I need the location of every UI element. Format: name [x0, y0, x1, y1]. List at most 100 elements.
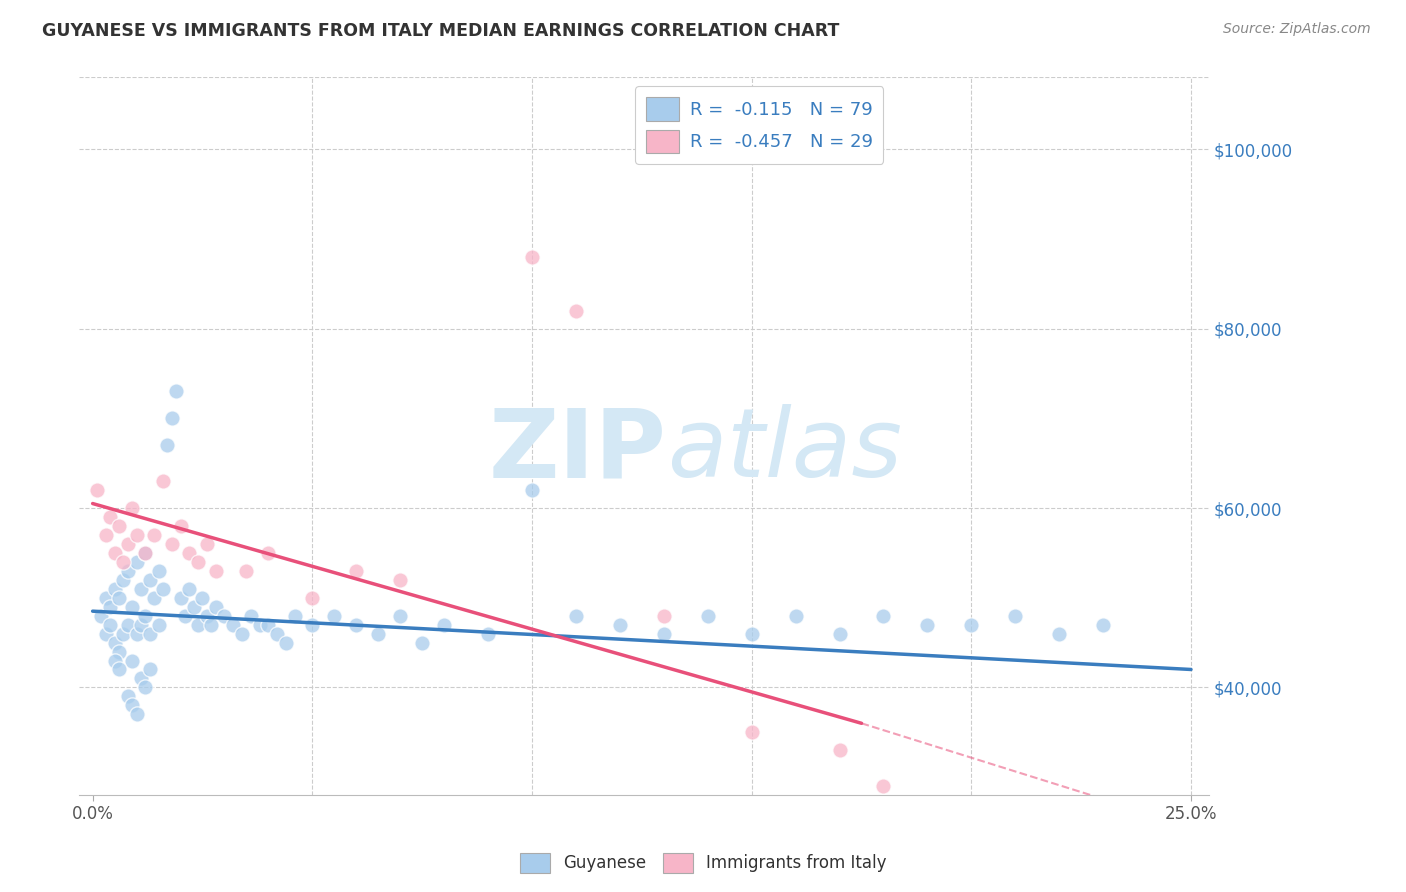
Point [204, 564, 226, 578]
Point [565, 608, 588, 623]
Point [139, 663, 162, 677]
Point [98, 617, 121, 632]
Point [301, 617, 323, 632]
Point [98, 510, 121, 524]
Point [121, 501, 143, 516]
Point [125, 626, 148, 640]
Point [90, 608, 112, 623]
Point [134, 681, 156, 695]
Text: ZIP: ZIP [489, 404, 666, 497]
Legend: R =  -0.115   N = 79, R =  -0.457   N = 29: R = -0.115 N = 79, R = -0.457 N = 29 [636, 87, 883, 163]
Point [741, 626, 763, 640]
Point [94, 591, 117, 605]
Point [117, 690, 139, 704]
Point [828, 743, 851, 757]
Point [785, 608, 807, 623]
Point [179, 546, 201, 560]
Point [152, 582, 174, 596]
Point [117, 564, 139, 578]
Point [917, 617, 939, 632]
Point [94, 528, 117, 542]
Point [344, 617, 367, 632]
Point [222, 617, 245, 632]
Point [183, 599, 205, 614]
Legend: Guyanese, Immigrants from Italy: Guyanese, Immigrants from Italy [513, 847, 893, 880]
Point [323, 608, 346, 623]
Point [301, 591, 323, 605]
Point [121, 653, 143, 667]
Point [389, 573, 412, 587]
Point [112, 573, 135, 587]
Point [274, 635, 297, 649]
Point [187, 555, 209, 569]
Point [284, 608, 307, 623]
Point [117, 617, 139, 632]
Point [179, 582, 201, 596]
Point [121, 599, 143, 614]
Point [1047, 626, 1070, 640]
Point [187, 617, 209, 632]
Point [565, 303, 588, 318]
Text: atlas: atlas [666, 404, 901, 497]
Point [389, 608, 412, 623]
Point [696, 608, 718, 623]
Point [156, 438, 179, 452]
Point [148, 617, 170, 632]
Point [125, 528, 148, 542]
Point [520, 250, 543, 264]
Point [249, 617, 271, 632]
Point [174, 608, 197, 623]
Point [872, 779, 894, 793]
Point [239, 608, 262, 623]
Point [143, 528, 166, 542]
Point [108, 663, 131, 677]
Point [108, 591, 131, 605]
Point [108, 519, 131, 533]
Point [165, 384, 187, 399]
Point [139, 626, 162, 640]
Point [652, 608, 675, 623]
Point [204, 599, 226, 614]
Point [214, 608, 236, 623]
Point [960, 617, 983, 632]
Point [108, 644, 131, 658]
Point [112, 555, 135, 569]
Point [257, 546, 280, 560]
Point [1004, 608, 1026, 623]
Point [104, 582, 127, 596]
Point [433, 617, 456, 632]
Point [129, 672, 152, 686]
Point [160, 537, 183, 551]
Point [152, 474, 174, 488]
Point [1092, 617, 1115, 632]
Point [104, 546, 127, 560]
Point [104, 653, 127, 667]
Point [134, 546, 156, 560]
Text: Source: ZipAtlas.com: Source: ZipAtlas.com [1223, 22, 1371, 37]
Point [652, 626, 675, 640]
Point [104, 635, 127, 649]
Point [160, 411, 183, 425]
Point [257, 617, 280, 632]
Point [98, 599, 121, 614]
Point [828, 626, 851, 640]
Point [741, 725, 763, 739]
Point [477, 626, 499, 640]
Point [872, 608, 894, 623]
Point [139, 573, 162, 587]
Point [609, 617, 631, 632]
Point [411, 635, 433, 649]
Point [117, 537, 139, 551]
Point [86, 483, 108, 497]
Text: GUYANESE VS IMMIGRANTS FROM ITALY MEDIAN EARNINGS CORRELATION CHART: GUYANESE VS IMMIGRANTS FROM ITALY MEDIAN… [42, 22, 839, 40]
Point [125, 707, 148, 722]
Point [143, 591, 166, 605]
Point [129, 582, 152, 596]
Point [266, 626, 288, 640]
Point [191, 591, 214, 605]
Point [235, 564, 257, 578]
Point [195, 537, 218, 551]
Point [367, 626, 389, 640]
Point [134, 546, 156, 560]
Point [169, 591, 191, 605]
